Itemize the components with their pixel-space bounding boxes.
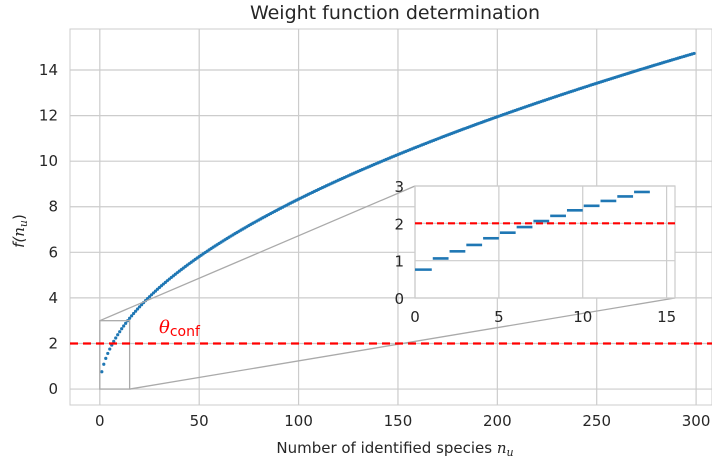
inset-y-tick-label: 3 xyxy=(394,178,404,196)
x-tick-label: 250 xyxy=(582,412,611,430)
x-axis-label-sub: u xyxy=(507,446,514,457)
x-tick-label: 100 xyxy=(284,412,313,430)
data-point xyxy=(128,316,132,320)
data-point xyxy=(116,333,120,337)
inset-frame xyxy=(414,185,676,299)
chart-title: Weight function determination xyxy=(250,2,540,24)
y-axis-label: f(nu) xyxy=(10,214,30,248)
data-point xyxy=(692,51,696,56)
inset-x-tick-label: 15 xyxy=(657,308,676,326)
inset-y-tick-label: 1 xyxy=(394,253,404,271)
data-point xyxy=(120,327,124,331)
y-tick-label: 14 xyxy=(39,61,58,79)
inset-y-tick-label: 0 xyxy=(394,290,404,308)
data-point xyxy=(139,303,144,307)
threshold-symbol: θ xyxy=(159,317,170,338)
data-point xyxy=(130,314,134,318)
x-axis-label-text: Number of identified species xyxy=(276,439,492,457)
y-tick-label: 0 xyxy=(48,380,58,398)
y-axis-label-close: ) xyxy=(10,214,28,220)
y-tick-label: 12 xyxy=(39,107,58,125)
inset-x-tick-label: 5 xyxy=(494,308,504,326)
threshold-label: θconf xyxy=(159,317,201,340)
y-tick-label: 2 xyxy=(48,334,58,352)
y-tick-label: 6 xyxy=(48,243,58,261)
data-point xyxy=(102,362,106,366)
inset-chart: 0 5 10 15 0 1 2 3 xyxy=(394,178,676,326)
x-axis-label: Number of identified species nu xyxy=(276,439,513,457)
y-axis-label-sub: u xyxy=(17,220,30,227)
zoom-connector xyxy=(99,185,416,322)
y-tick-label: 8 xyxy=(48,198,58,216)
data-point xyxy=(114,336,118,340)
inset-x-tick-label: 0 xyxy=(410,308,420,326)
data-point xyxy=(147,295,152,299)
data-point xyxy=(132,311,136,316)
x-tick-label: 300 xyxy=(682,412,711,430)
data-point xyxy=(133,309,138,313)
y-axis-label-var: n xyxy=(10,227,28,237)
inset-x-tick-label: 10 xyxy=(573,308,592,326)
x-tick-label: 150 xyxy=(384,412,413,430)
threshold-subscript: conf xyxy=(170,324,201,340)
zoom-rectangle xyxy=(99,320,131,390)
data-point xyxy=(137,305,142,309)
data-point xyxy=(112,339,116,344)
data-point xyxy=(106,351,110,356)
data-point xyxy=(104,356,108,360)
main-data-points xyxy=(100,51,696,374)
data-point xyxy=(124,321,128,325)
data-point xyxy=(100,370,104,374)
data-point xyxy=(108,347,112,351)
data-point xyxy=(122,324,126,328)
x-tick-label: 50 xyxy=(190,412,209,430)
x-tick-label: 0 xyxy=(95,412,105,430)
y-tick-label: 4 xyxy=(48,289,58,307)
x-axis-label-var: n xyxy=(497,439,507,457)
data-point xyxy=(135,307,140,311)
inset-y-tick-label: 2 xyxy=(394,215,404,233)
y-axis-label-func: f( xyxy=(10,236,28,248)
x-tick-label: 200 xyxy=(483,412,512,430)
y-tick-label: 10 xyxy=(39,152,58,170)
data-point xyxy=(118,330,122,334)
